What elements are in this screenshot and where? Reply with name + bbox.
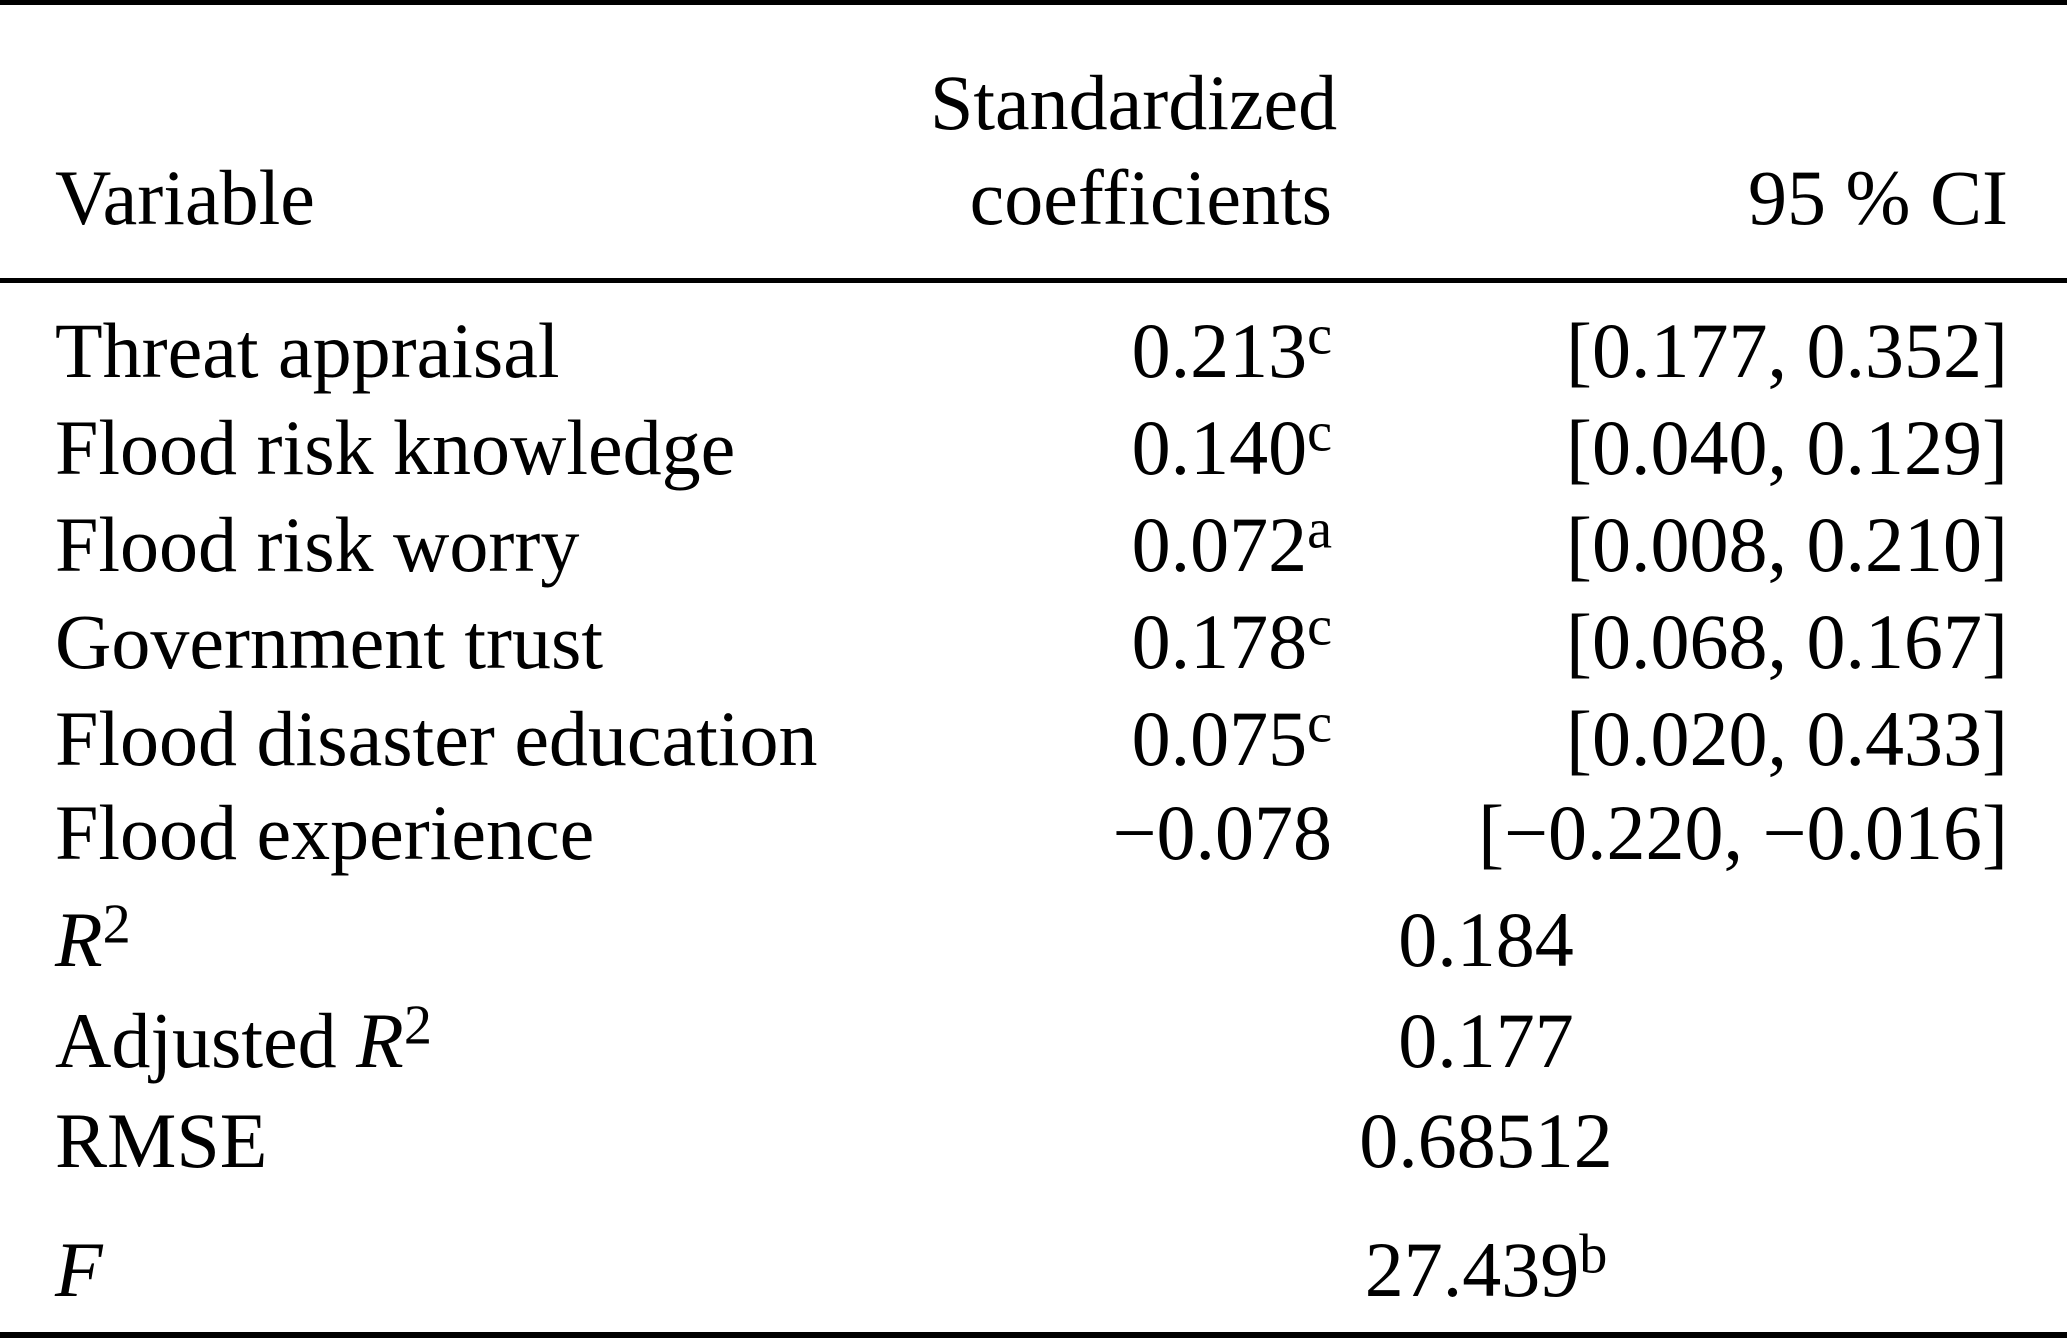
table-header: Variable Standardized coefficients 95 % … (0, 2, 2067, 283)
significance-superscript: c (1307, 401, 1332, 464)
significance-superscript: c (1307, 304, 1332, 367)
stat-value: 27.439 (1364, 1226, 1580, 1313)
table-row: Flood disaster education 0.075c [0.020, … (0, 681, 2067, 778)
stat-value-cell: 27.439b (930, 1180, 2067, 1335)
coefficient-value: 0.140 (1131, 404, 1308, 491)
variable-cell: Flood risk knowledge (55, 404, 736, 491)
ci-cell: [0.020, 0.433] (1566, 695, 2008, 782)
stat-row-f-statistic: F 27.439b (0, 1180, 2067, 1335)
table-row: Flood risk knowledge 0.140c [0.040, 0.12… (0, 390, 2067, 487)
table-body: Threat appraisal 0.213c [0.177, 0.352] F… (0, 281, 2067, 1336)
stat-label-superscript: 2 (403, 994, 432, 1057)
coefficient-value: 0.075 (1131, 695, 1308, 782)
coefficient-value: 0.178 (1131, 598, 1308, 685)
coefficient-cell: 0.213c (930, 281, 1332, 391)
ci-cell: [0.008, 0.210] (1566, 501, 2008, 588)
coefficient-value: 0.213 (1131, 307, 1308, 394)
header-95-ci: 95 % CI (1332, 2, 2067, 283)
stat-label-prefix: RMSE (55, 1097, 268, 1184)
stat-value-cell: 0.184 (930, 872, 2067, 979)
stat-value-cell: 0.177 (930, 979, 2067, 1080)
header-variable: Variable (0, 2, 930, 283)
table-row: Government trust 0.178c [0.068, 0.167] (0, 584, 2067, 681)
stat-row-adjusted-r-squared: Adjusted R2 0.177 (0, 979, 2067, 1080)
significance-superscript: a (1307, 498, 1332, 561)
stat-row-r-squared: R2 0.184 (0, 872, 2067, 979)
stat-label-symbol: F (55, 1226, 103, 1313)
stat-label-cell: F (0, 1180, 930, 1335)
coefficient-cell: 0.178c (930, 584, 1332, 681)
stat-label-symbol: R (356, 997, 404, 1084)
ci-cell: [0.040, 0.129] (1566, 404, 2008, 491)
coefficient-cell: 0.072a (930, 487, 1332, 584)
ci-cell: [0.177, 0.352] (1566, 307, 2008, 394)
header-standardized-coefficients: Standardized coefficients (930, 2, 1338, 283)
coefficient-value: 0.072 (1131, 501, 1308, 588)
variable-cell: Flood experience (55, 789, 595, 876)
coefficient-cell: −0.078 (930, 778, 1333, 872)
variable-cell: Flood risk worry (55, 501, 580, 588)
significance-superscript: c (1307, 595, 1332, 658)
header-row: Variable Standardized coefficients 95 % … (0, 2, 2067, 283)
stat-value-superscript: b (1579, 1223, 1608, 1286)
stat-label-superscript: 2 (102, 893, 131, 956)
coefficient-cell: 0.140c (930, 390, 1332, 487)
stat-value: 0.177 (1398, 997, 1574, 1084)
variable-cell: Government trust (55, 598, 604, 685)
variable-cell: Threat appraisal (55, 307, 560, 394)
stat-label-cell: RMSE (0, 1080, 930, 1180)
stat-value: 0.68512 (1359, 1097, 1613, 1184)
ci-cell: [0.068, 0.167] (1566, 598, 2008, 685)
variable-cell: Flood disaster education (55, 695, 818, 782)
header-coef-line1: Standardized (930, 59, 1338, 146)
significance-superscript: c (1307, 692, 1332, 755)
ci-cell: [−0.220, −0.016] (1478, 789, 2008, 876)
stat-label-cell: R2 (0, 872, 930, 979)
coefficient-cell: 0.075c (930, 681, 1332, 778)
stat-row-rmse: RMSE 0.68512 (0, 1080, 2067, 1180)
stat-label-prefix: Adjusted (55, 997, 357, 1084)
stat-value-cell: 0.68512 (930, 1080, 2067, 1180)
table-row: Flood experience −0.078 [−0.220, −0.016] (0, 778, 2067, 872)
stat-value: 0.184 (1398, 896, 1574, 983)
table-row: Flood risk worry 0.072a [0.008, 0.210] (0, 487, 2067, 584)
stat-label-cell: Adjusted R2 (0, 979, 930, 1080)
coefficient-value: −0.078 (1112, 789, 1333, 876)
header-coef-line2: coefficients (969, 154, 1332, 241)
stat-label-symbol: R (55, 896, 103, 983)
table-row: Threat appraisal 0.213c [0.177, 0.352] (0, 281, 2067, 391)
